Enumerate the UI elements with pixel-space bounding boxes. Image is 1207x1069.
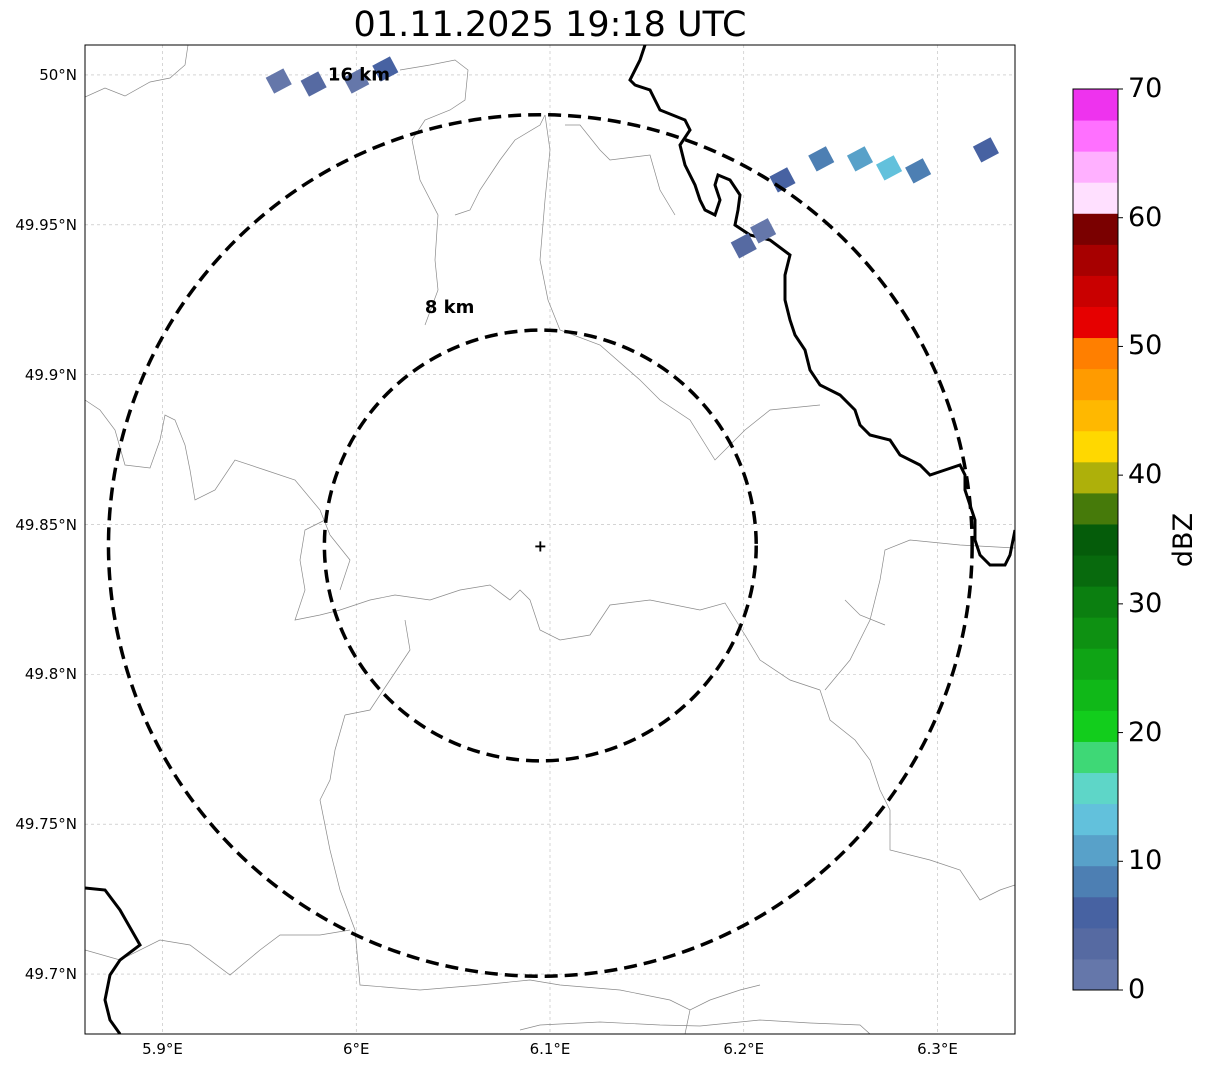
colorbar-tick-label: 70 (1128, 73, 1163, 104)
x-tick-label: 6°E (342, 1040, 370, 1058)
colorbar-segment (1073, 586, 1118, 618)
x-tick-label: 5.9°E (142, 1040, 183, 1058)
y-tick-label: 49.75°N (15, 815, 77, 834)
colorbar-segment (1073, 492, 1118, 525)
colorbar-segment (1073, 306, 1118, 339)
colorbar-segment (1073, 368, 1118, 401)
plot-frame (84, 44, 1016, 1035)
colorbar-tick-label: 30 (1128, 587, 1163, 619)
reflectivity-cell (972, 137, 999, 163)
range-ring (322, 328, 758, 763)
colorbar-segment (1073, 648, 1118, 680)
gridlines (85, 45, 1015, 1034)
colorbar-segment (1073, 865, 1118, 898)
colorbar-segment (1073, 958, 1118, 991)
colorbar-segment (1073, 927, 1118, 960)
colorbar-segment (1073, 461, 1118, 494)
x-tick-label: 6.3°E (917, 1040, 958, 1058)
colorbar-segment (1073, 151, 1118, 183)
reflectivity-cell (808, 146, 835, 172)
y-tick-label: 50°N (39, 65, 77, 84)
reflectivity-cell (265, 68, 292, 94)
colorbar-tick-label: 40 (1128, 459, 1163, 491)
radar-site-marker: + (534, 536, 547, 555)
colorbar-label: dBZ (1168, 512, 1199, 568)
colorbar-frame (1072, 88, 1119, 991)
colorbar-segment (1073, 617, 1118, 649)
colorbar-segment (1073, 834, 1118, 867)
y-tick-label: 49.8°N (24, 665, 77, 684)
colorbar-segment (1073, 244, 1118, 276)
colorbar-segment (1073, 523, 1118, 556)
reflectivity-cell (730, 233, 757, 259)
colorbar-segment (1073, 803, 1118, 836)
range-rings: 8 km 16 km + (106, 64, 974, 978)
country-borders (85, 45, 1015, 1034)
reflectivity-cell (846, 146, 874, 172)
colorbar-segment (1073, 182, 1118, 214)
x-tick-label: 6.1°E (529, 1040, 571, 1058)
colorbar-segment (1073, 89, 1118, 121)
municipal-borders (85, 45, 1015, 1034)
range-ring-label: 8 km (425, 297, 475, 318)
colorbar-tick-label: 0 (1128, 974, 1146, 1005)
y-tick-label: 49.85°N (15, 515, 77, 534)
colorbar-segment (1073, 399, 1118, 432)
colorbar-segment (1073, 710, 1118, 742)
colorbar-tick-label: 50 (1128, 330, 1163, 362)
reflectivity-cells (265, 56, 999, 259)
range-ring (106, 112, 974, 978)
colorbar-segment (1073, 741, 1118, 774)
colorbar-segment (1073, 896, 1118, 929)
y-tick-label: 49.95°N (15, 215, 77, 234)
colorbar-segment (1073, 213, 1118, 245)
y-tick-label: 49.9°N (24, 365, 77, 384)
colorbar-segment (1073, 772, 1118, 805)
colorbar-segment (1073, 120, 1118, 152)
y-tick-label: 49.7°N (24, 965, 77, 984)
colorbar-tick-label: 10 (1128, 845, 1163, 877)
reflectivity-cell (876, 155, 903, 181)
colorbar-segment (1073, 679, 1118, 711)
colorbar-tick-label: 60 (1128, 201, 1163, 233)
colorbar-segment (1073, 430, 1118, 463)
map-title: 01.11.2025 19:18 UTC (353, 5, 747, 45)
range-ring-label: 16 km (328, 64, 390, 85)
colorbar-segment (1073, 275, 1118, 307)
x-tick-label: 6.2°E (723, 1040, 765, 1058)
colorbar-segment (1073, 555, 1118, 587)
colorbar (1072, 88, 1123, 991)
reflectivity-cell (343, 68, 370, 94)
reflectivity-cell (750, 218, 777, 244)
colorbar-tick-label: 20 (1128, 716, 1163, 748)
reflectivity-cell (300, 71, 327, 97)
colorbar-segment (1073, 337, 1118, 370)
reflectivity-cell (372, 56, 399, 82)
reflectivity-cell (905, 158, 932, 184)
